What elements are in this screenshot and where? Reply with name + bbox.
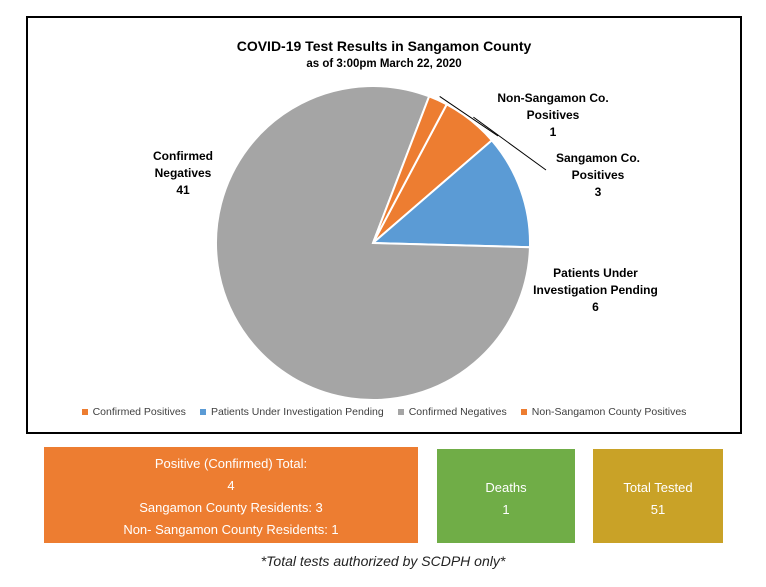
data-label-non-sangamon-positives: Non-Sangamon Co. Positives 1 — [497, 91, 609, 139]
positive-total-title: Positive (Confirmed) Total: — [154, 456, 308, 471]
chart-title: COVID-19 Test Results in Sangamon County — [236, 38, 532, 54]
footnote: *Total tests authorized by SCDPH only* — [260, 553, 506, 569]
pie-slice-non-sangamon-positives — [372, 95, 449, 244]
positive-total-value: 4 — [227, 478, 235, 493]
legend-swatch — [520, 409, 527, 415]
non-sangamon-residents-count: Non- Sangamon County Residents: 1 — [123, 522, 339, 537]
total-tested-value: 51 — [650, 502, 666, 517]
deaths-box: Deaths 1 — [437, 449, 575, 543]
leader-line-non-sangamon — [439, 96, 499, 137]
legend-item-non-sangamon-positives: Non-Sangamon County Positives — [520, 406, 686, 418]
legend-swatch — [397, 409, 404, 415]
legend-item-pui-pending: Patients Under Investigation Pending — [199, 406, 384, 418]
data-label-confirmed-negatives: Confirmed Negatives 41 — [153, 149, 213, 197]
pie-chart — [215, 85, 547, 401]
total-tested-label: Total Tested — [623, 480, 693, 495]
sangamon-residents-count: Sangamon County Residents: 3 — [139, 500, 323, 515]
leader-line-sangamon — [473, 116, 547, 171]
legend-swatch — [199, 409, 206, 415]
pie-slice-pui-pending — [370, 138, 531, 249]
positive-total-box: Positive (Confirmed) Total: 4 Sangamon C… — [44, 447, 418, 543]
legend-item-confirmed-negatives: Confirmed Negatives — [397, 406, 507, 418]
deaths-label: Deaths — [485, 480, 527, 495]
data-label-sangamon-positives: Sangamon Co. Positives 3 — [555, 151, 640, 199]
chart-container: COVID-19 Test Results in Sangamon County… — [26, 16, 742, 434]
data-label-pui-pending: Patients Under Investigation Pending 6 — [533, 266, 658, 314]
chart-subtitle: as of 3:00pm March 22, 2020 — [306, 58, 462, 70]
total-tested-box: Total Tested 51 — [593, 449, 723, 543]
chart-legend: Confirmed Positives Patients Under Inves… — [28, 406, 740, 418]
legend-item-confirmed-positives: Confirmed Positives — [81, 406, 186, 418]
deaths-value: 1 — [502, 502, 510, 517]
legend-swatch — [81, 409, 88, 415]
